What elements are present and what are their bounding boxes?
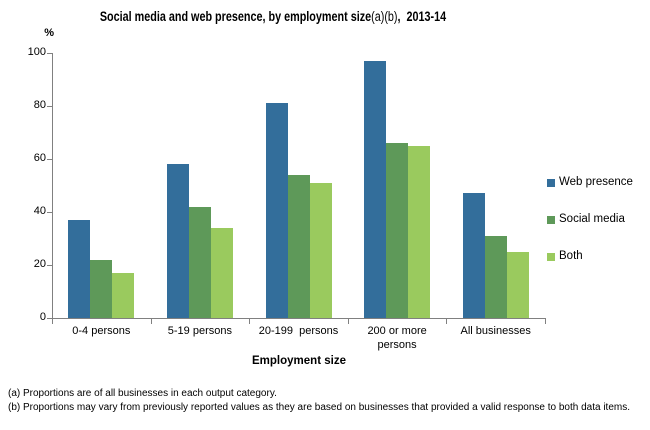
legend-label-both: Both xyxy=(559,250,583,262)
legend-item-both: Both xyxy=(547,250,633,263)
y-tick-label-100: 100 xyxy=(27,46,46,58)
chart-title-period: , 2013-14 xyxy=(397,9,447,24)
footnote-a: (a) Proportions are of all businesses in… xyxy=(8,388,277,399)
legend-swatch-both xyxy=(547,252,555,261)
bar-both-5-19-persons xyxy=(210,227,233,318)
legend-label-social-media: Social media xyxy=(559,213,625,225)
bar-both-20-199-persons xyxy=(309,182,332,318)
x-tick-5 xyxy=(545,318,546,324)
legend-swatch-social-media xyxy=(547,215,555,224)
footnote-b: (b) Proportions may vary from previously… xyxy=(8,401,630,413)
x-category-label-0-4-persons: 0-4 persons xyxy=(72,325,131,337)
x-tick-2 xyxy=(249,318,251,324)
chart-title: Social media and web presence, by employ… xyxy=(55,9,492,24)
x-tick-4 xyxy=(446,318,448,324)
footnotes: (a) Proportions are of all businesses in… xyxy=(8,387,638,414)
chart-title-footnote-marks: (a)(b) xyxy=(371,9,398,24)
x-tick-3 xyxy=(347,318,349,324)
x-tick-1 xyxy=(150,318,152,324)
x-category-label-5-19-persons: 5-19 persons xyxy=(167,325,232,337)
x-axis-title: Employment size xyxy=(252,355,346,367)
x-category-label-20-199-persons: 20-199 persons xyxy=(258,325,339,337)
y-tick-label-40: 40 xyxy=(33,205,46,217)
bar-social-media-all-businesses xyxy=(484,235,507,318)
y-tick-100 xyxy=(47,53,52,54)
legend-label-web-presence: Web presence xyxy=(559,176,633,188)
y-tick-20 xyxy=(47,265,52,266)
bar-both-all-businesses xyxy=(506,251,529,318)
legend-item-web-presence: Web presence xyxy=(547,176,633,189)
y-tick-label-0: 0 xyxy=(39,311,46,323)
y-tick-label-60: 60 xyxy=(33,152,46,164)
bar-both-200-or-more-persons xyxy=(408,145,431,318)
y-axis-unit-label: % xyxy=(44,27,54,39)
bar-web-presence-5-19-persons xyxy=(166,164,189,318)
y-tick-label-80: 80 xyxy=(33,99,46,111)
x-category-label-all-businesses: All businesses xyxy=(460,325,531,337)
x-category-label-200-or-more-persons: 200 or more persons xyxy=(367,325,430,351)
y-tick-60 xyxy=(47,159,52,160)
legend: Web presence Social media Both xyxy=(547,176,633,287)
bar-social-media-20-199-persons xyxy=(287,174,310,318)
legend-swatch-web-presence xyxy=(547,178,555,187)
y-tick-0 xyxy=(47,318,52,319)
bar-both-0-4-persons xyxy=(112,272,135,318)
bar-web-presence-all-businesses xyxy=(462,193,485,318)
x-tick-0 xyxy=(52,318,53,324)
bar-social-media-200-or-more-persons xyxy=(386,143,409,318)
chart-title-main: Social media and web presence, by employ… xyxy=(99,9,372,24)
y-tick-40 xyxy=(47,212,52,213)
y-tick-label-20: 20 xyxy=(33,258,46,270)
y-axis-line xyxy=(52,53,53,319)
y-tick-80 xyxy=(47,106,52,107)
bar-social-media-0-4-persons xyxy=(90,259,113,318)
x-axis-line xyxy=(52,318,546,319)
bar-social-media-5-19-persons xyxy=(188,206,211,318)
bar-web-presence-0-4-persons xyxy=(68,219,91,318)
bar-web-presence-20-199-persons xyxy=(265,103,288,318)
bar-web-presence-200-or-more-persons xyxy=(364,60,387,318)
legend-item-social-media: Social media xyxy=(547,213,633,226)
